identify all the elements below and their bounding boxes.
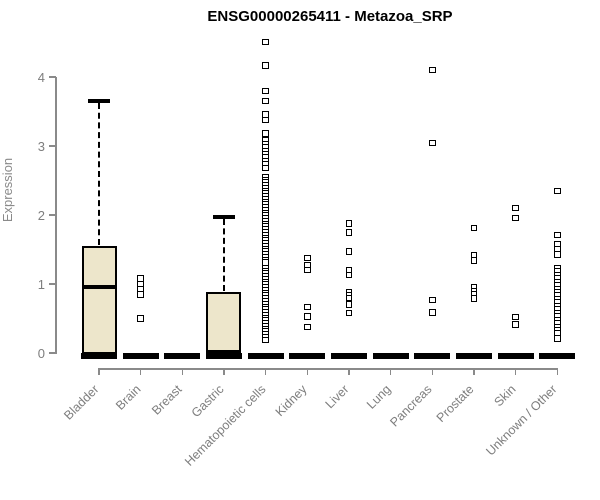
median-line [81,285,117,290]
expression-point [429,296,436,304]
x-axis-tick [389,368,392,375]
expression-point [137,291,144,298]
expression-point [304,254,311,262]
expression-point [345,271,353,279]
median-line [206,349,242,354]
upper-whisker-cap [212,215,235,219]
x-axis-tick [98,368,100,375]
expression-point [345,309,353,317]
expression-point [512,321,519,328]
expression-point [304,313,311,320]
x-axis-tick [181,368,184,375]
expression-point [554,231,561,239]
expression-point [470,257,478,264]
expression-point [429,309,436,316]
zero-expression-bar [122,352,159,359]
y-axis-tick [48,145,56,147]
x-axis-tick [223,368,225,375]
expression-point [262,38,269,46]
zero-expression-bar [289,352,326,359]
y-axis-tick-label: 3 [37,138,45,154]
expression-point [304,303,311,311]
x-axis-tick [514,368,517,375]
zero-expression-bar [81,352,117,359]
zero-expression-bar [455,352,492,359]
zero-expression-bar [330,352,367,359]
x-axis-tick [431,368,434,375]
expression-point [345,301,353,308]
chart-title: ENSG00000265411 - Metazoa_SRP [207,8,453,25]
x-axis-tick [139,368,142,375]
expression-point [345,248,353,255]
expression-point [345,229,353,236]
expression-point [554,335,561,342]
expression-point [304,323,311,331]
y-axis-tick-label: 0 [37,345,45,361]
y-axis-tick-label: 2 [37,207,45,223]
expression-point [470,295,478,302]
zero-expression-bar [539,352,576,359]
expression-point [512,204,519,212]
expression-point [262,116,269,124]
zero-expression-bar [247,352,284,359]
box-iqr [81,246,117,354]
y-axis-tick [48,214,56,216]
y-axis-tick-label: 4 [37,69,45,85]
expression-point [262,164,269,172]
zero-expression-bar [414,352,451,359]
expression-point [304,266,311,274]
upper-whisker [97,103,100,246]
expression-point [262,130,269,137]
y-axis-tick [48,76,56,78]
y-axis-tick [48,283,56,285]
expression-point [554,251,561,258]
y-axis-tick [48,352,56,354]
zero-expression-bar [497,352,534,359]
x-axis-tick [556,368,558,375]
x-axis-tick [264,368,267,375]
expression-point [429,66,436,74]
zero-expression-bar [205,352,242,359]
upper-whisker [222,219,225,292]
expression-point [512,313,519,321]
expression-point [345,294,353,302]
expression-point [345,220,353,227]
expression-point [512,214,519,221]
expression-point [137,315,144,322]
x-axis-tick [306,368,309,375]
expression-point [262,97,269,105]
expression-point [429,139,436,147]
expression-point [262,87,269,95]
y-axis-tick-label: 1 [37,276,45,292]
expression-point [262,336,269,344]
x-axis-tick [473,368,475,375]
upper-whisker-cap [88,99,110,103]
expression-point [554,187,561,195]
zero-expression-bar [372,352,409,359]
y-axis-line [55,77,57,354]
box-iqr [206,292,242,354]
x-axis-tick [348,368,350,375]
expression-point [470,224,478,232]
expression-point [262,62,269,69]
zero-expression-bar [164,352,201,359]
x-axis-line [98,368,558,370]
